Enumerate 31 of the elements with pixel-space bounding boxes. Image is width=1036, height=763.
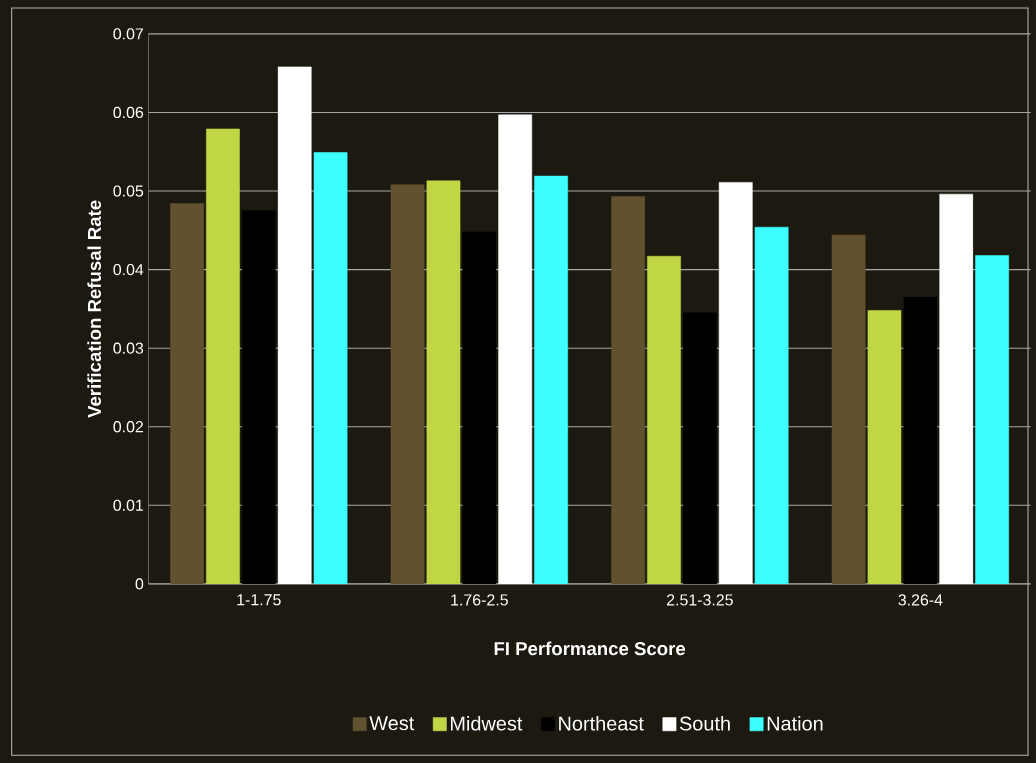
- bar: [975, 255, 1010, 584]
- y-tick-label: 0.04: [113, 263, 144, 276]
- bar: [647, 255, 681, 584]
- y-tick-label: 0.02: [113, 420, 144, 433]
- y-tick-label: 0.05: [113, 185, 144, 197]
- x-tick-label: 2.51-3.25: [666, 594, 733, 606]
- x-axis-title: FI Performance Score: [494, 641, 686, 656]
- y-tick-label: 0.06: [113, 106, 144, 118]
- bar: [241, 210, 276, 584]
- legend-label: Midwest: [450, 715, 523, 731]
- legend-label: Nation: [767, 715, 823, 731]
- bar: [903, 296, 938, 584]
- bar: [867, 310, 902, 584]
- legend-label: South: [679, 715, 730, 731]
- y-tick-label: 0: [135, 578, 144, 590]
- bar: [313, 152, 348, 584]
- bar: [462, 231, 497, 584]
- legend-label: West: [369, 716, 415, 731]
- legend-label: Northeast: [559, 715, 644, 731]
- bar: [682, 312, 717, 584]
- x-tick-label: 3.26-4: [898, 594, 943, 606]
- bar: [754, 226, 789, 584]
- x-tick-label: 1.76-2.5: [451, 594, 508, 606]
- y-tick-label: 0.03: [113, 342, 144, 354]
- bar: [426, 180, 461, 584]
- bar: [534, 175, 568, 584]
- x-tick-label: 1-1.75: [237, 594, 281, 606]
- y-axis-title: Verification Refusal Rate: [87, 200, 102, 418]
- y-tick-label: 0.01: [113, 499, 144, 511]
- y-tick-label: 0.07: [113, 28, 144, 40]
- bar: [206, 128, 240, 584]
